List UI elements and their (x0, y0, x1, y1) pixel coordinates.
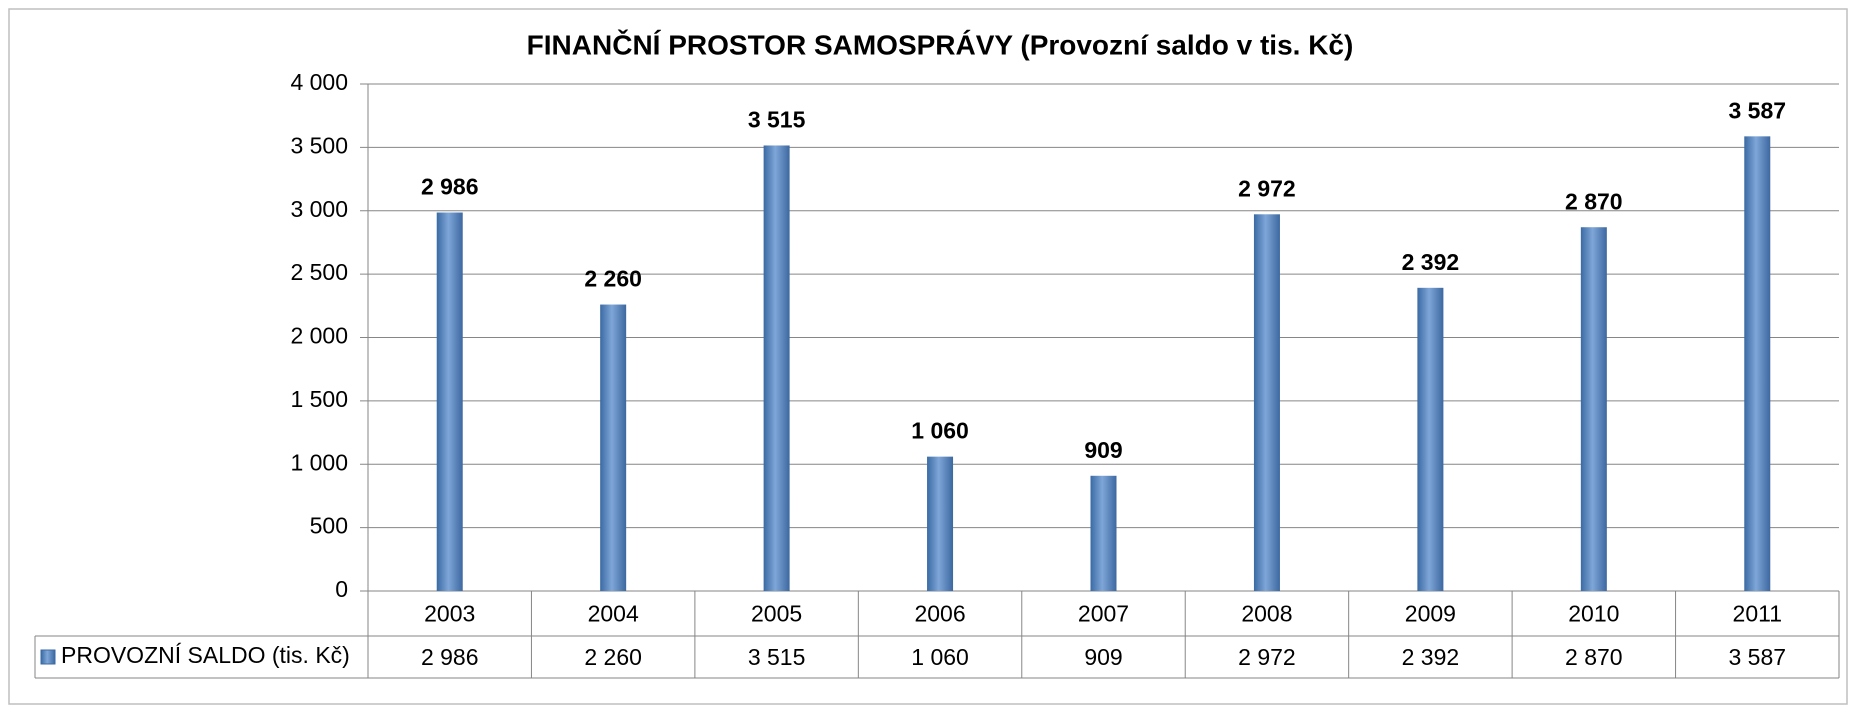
y-tick-label: 1 500 (290, 386, 348, 412)
y-tick-label: 3 500 (290, 132, 348, 158)
legend-label: PROVOZNÍ SALDO (tis. Kč) (61, 642, 350, 668)
x-tick-label: 2006 (914, 601, 965, 627)
data-label: 3 587 (1728, 97, 1786, 123)
data-label: 2 986 (421, 174, 479, 200)
x-tick-label: 2005 (751, 601, 802, 627)
x-tick-label: 2007 (1078, 601, 1129, 627)
legend-key (40, 649, 56, 665)
table-cell: 2 870 (1565, 644, 1623, 670)
y-tick-label: 2 500 (290, 259, 348, 285)
bar (1580, 227, 1607, 592)
x-tick-label: 2003 (424, 601, 475, 627)
chart-title: FINANČNÍ PROSTOR SAMOSPRÁVY (Provozní sa… (527, 28, 1354, 60)
data-label: 1 060 (911, 418, 969, 444)
bar (763, 145, 790, 591)
y-tick-label: 0 (335, 576, 348, 602)
x-tick-label: 2010 (1568, 601, 1619, 627)
bar (927, 456, 954, 591)
table-cell: 3 515 (748, 644, 806, 670)
bar (1417, 287, 1444, 591)
x-tick-label: 2004 (588, 601, 639, 627)
bar (1744, 136, 1771, 591)
y-tick-label: 4 000 (290, 69, 348, 95)
x-tick-label: 2011 (1733, 601, 1782, 627)
y-tick-label: 1 000 (290, 449, 348, 475)
bar (436, 212, 463, 591)
table-cell: 2 986 (421, 644, 479, 670)
table-cell: 2 972 (1238, 644, 1296, 670)
table-cell: 1 060 (911, 644, 969, 670)
x-tick-label: 2009 (1405, 601, 1456, 627)
data-label: 909 (1084, 437, 1122, 463)
y-tick-label: 2 000 (290, 323, 348, 349)
table-cell: 2 260 (584, 644, 642, 670)
data-label: 2 870 (1565, 188, 1623, 214)
bar (1253, 214, 1280, 591)
data-label: 2 972 (1238, 175, 1296, 201)
bar (600, 304, 627, 591)
y-tick-label: 500 (310, 513, 348, 539)
table-cell: 909 (1084, 644, 1122, 670)
x-tick-label: 2008 (1241, 601, 1292, 627)
y-tick-label: 3 000 (290, 196, 348, 222)
table-cell: 3 587 (1728, 644, 1786, 670)
data-label: 3 515 (748, 107, 806, 133)
table-cell: 2 392 (1402, 644, 1460, 670)
data-label: 2 260 (584, 266, 642, 292)
bar (1090, 475, 1117, 591)
data-label: 2 392 (1402, 249, 1460, 275)
